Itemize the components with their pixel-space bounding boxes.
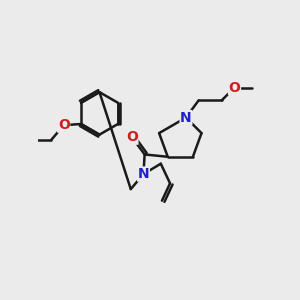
Text: N: N (180, 111, 192, 124)
Text: O: O (58, 118, 70, 132)
Text: N: N (138, 167, 149, 181)
Text: O: O (126, 130, 138, 144)
Text: O: O (229, 81, 240, 94)
